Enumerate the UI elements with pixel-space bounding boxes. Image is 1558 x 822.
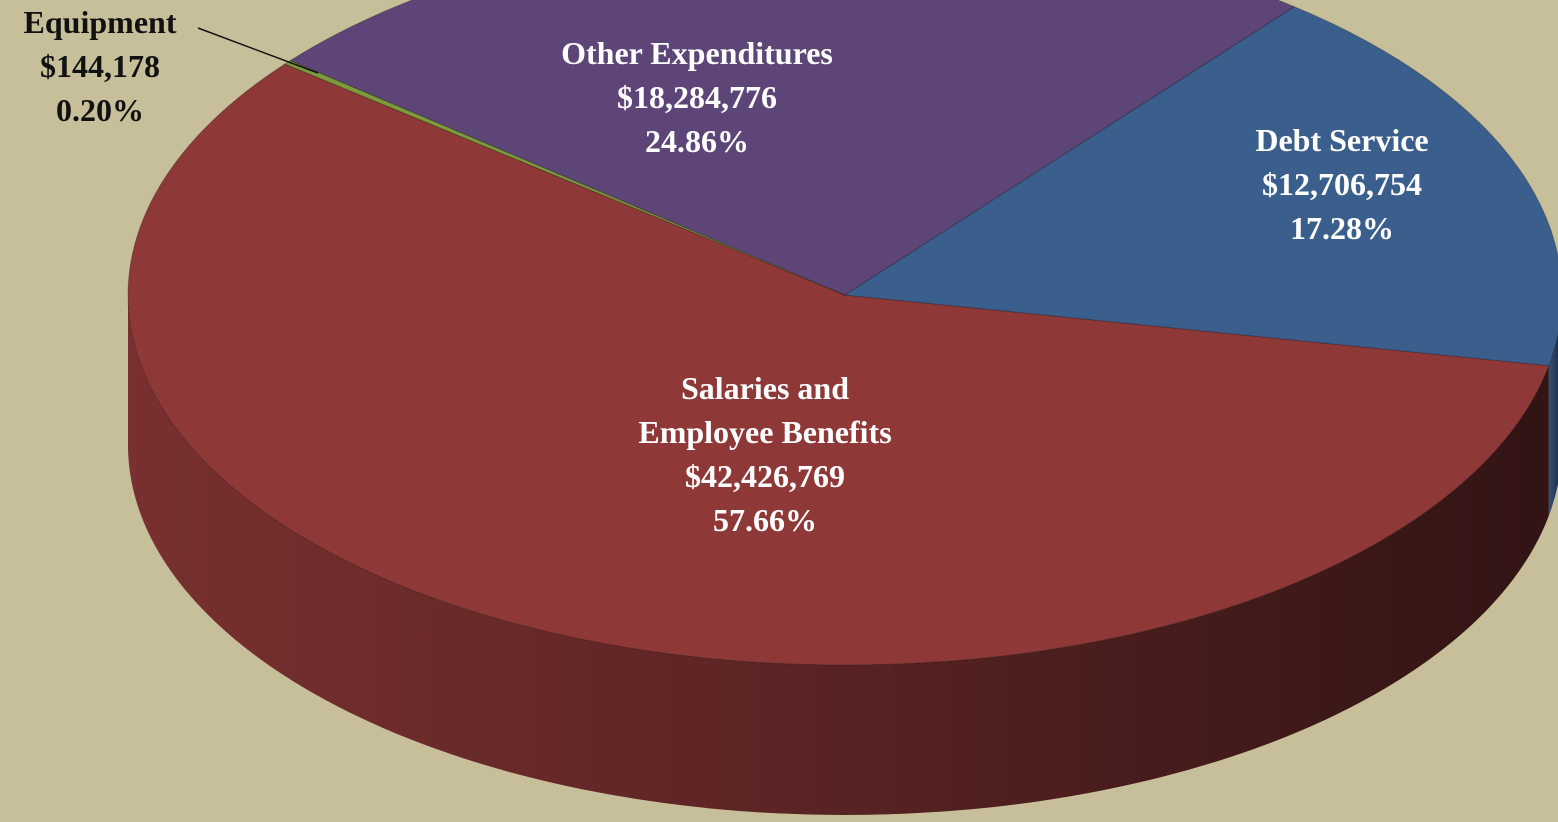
slice (289, 0, 1296, 296)
value-label: $42,426,769 (684, 458, 845, 494)
pie-tops (127, 0, 1558, 666)
category-label: Debt Service (1255, 122, 1429, 158)
category-label: Other Expenditures (561, 35, 833, 71)
category-label: Salaries and Employee Benefits (638, 370, 892, 450)
percent-label: 0.20% (56, 92, 144, 128)
pie-sides (128, 295, 1558, 816)
slice (127, 63, 1550, 666)
leader-line (197, 27, 319, 74)
slice-side-shade (1548, 333, 1558, 516)
slice-label: Other Expenditures $18,284,776 24.86% (561, 31, 833, 163)
value-label: $144,178 (40, 48, 160, 84)
slice-label: Debt Service $12,706,754 17.28% (1255, 118, 1428, 250)
percent-label: 24.86% (644, 123, 749, 159)
percent-label: 17.28% (1289, 210, 1394, 246)
category-label: Equipment (23, 4, 177, 40)
slice-label: Equipment $144,178 0.20% (24, 0, 177, 132)
slice-side-shade (128, 295, 1549, 816)
value-label: $12,706,754 (1261, 166, 1422, 202)
slice (843, 6, 1558, 367)
percent-label: 57.66% (712, 502, 817, 538)
slice-label: Salaries and Employee Benefits $42,426,76… (638, 366, 891, 542)
value-label: $18,284,776 (616, 79, 777, 115)
